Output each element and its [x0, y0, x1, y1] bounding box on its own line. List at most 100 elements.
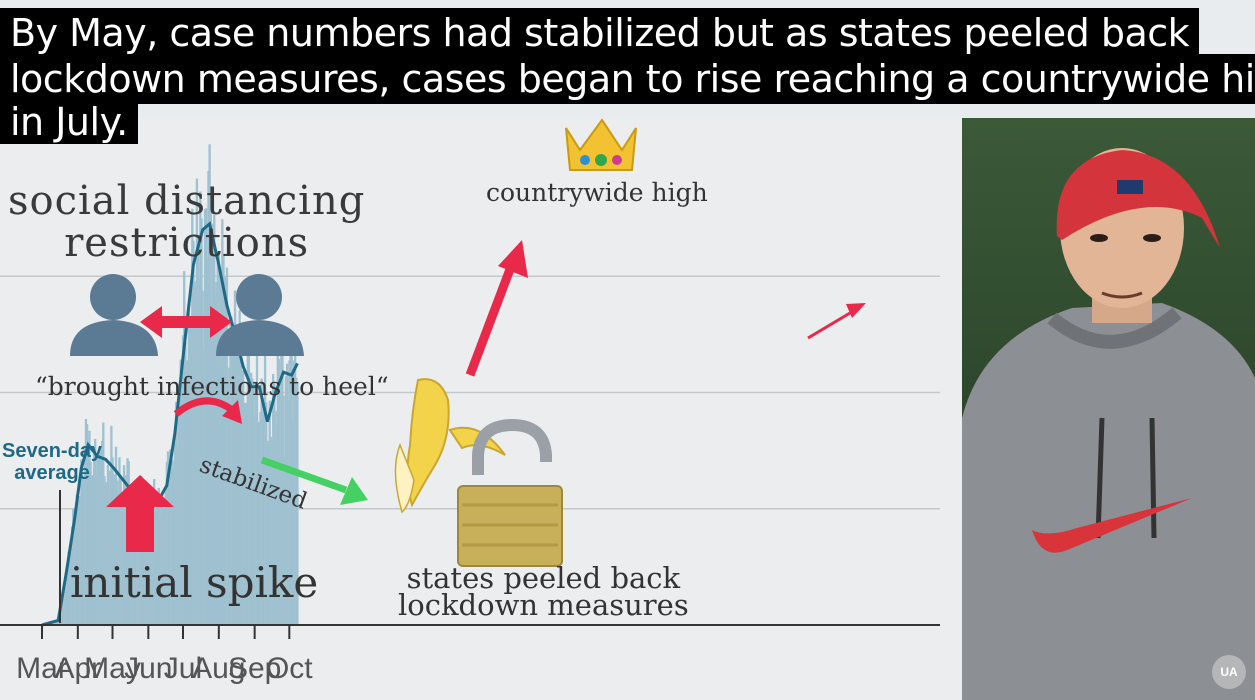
bar-day-218: [292, 360, 296, 625]
bar-day-88: [142, 499, 145, 625]
bar-day-167: [233, 290, 237, 625]
bar-day-131: [192, 240, 195, 625]
bar-day-183: [252, 381, 255, 625]
bar-day-201: [273, 383, 276, 625]
caption-line-2: lockdown measures, cases began to rise r…: [0, 54, 1255, 104]
bar-day-173: [240, 402, 244, 625]
bar-day-19: [62, 584, 66, 625]
avg-line-2: average: [14, 462, 90, 484]
bar-day-50: [98, 447, 101, 625]
bar-day-95: [150, 504, 153, 625]
bar-day-113: [171, 460, 174, 625]
bar-day-72: [124, 475, 127, 625]
bar-day-196: [267, 447, 270, 625]
bar-day-137: [199, 191, 202, 625]
bar-day-132: [193, 281, 196, 625]
bar-day-220: [295, 377, 298, 625]
x-tick-label-oct: Oct: [265, 652, 313, 685]
bar-day-35: [81, 488, 84, 625]
bar-day-109: [166, 451, 170, 625]
bar-day-104: [161, 492, 164, 625]
bar-day-37: [83, 445, 86, 625]
caption-line-3: in July.: [0, 100, 138, 144]
bar-day-130: [191, 208, 194, 625]
bar-day-46: [94, 438, 97, 625]
bar-day-126: [186, 360, 189, 625]
bar-day-174: [241, 370, 245, 625]
bar-day-198: [269, 436, 273, 625]
case-chart: [0, 118, 940, 639]
bar-day-96: [151, 500, 155, 625]
bar-day-121: [180, 379, 184, 625]
bar-day-24: [68, 548, 71, 625]
bar-day-77: [129, 523, 133, 625]
bar-day-140: [202, 350, 205, 625]
bar-day-215: [289, 333, 292, 625]
bar-day-210: [283, 457, 286, 625]
bar-day-23: [67, 551, 70, 625]
bar-day-18: [61, 593, 65, 625]
bar-day-182: [251, 378, 254, 625]
bar-day-29: [74, 519, 77, 625]
bar-day-206: [278, 396, 282, 625]
bar-day-114: [172, 468, 175, 625]
bar-day-30: [75, 494, 78, 625]
bar-day-79: [132, 490, 135, 625]
bar-day-68: [119, 477, 122, 625]
bar-day-57: [106, 464, 110, 625]
social-line-2: restrictions: [64, 220, 310, 266]
bar-day-142: [205, 208, 208, 625]
bar-day-92: [147, 524, 150, 625]
bar-day-159: [224, 281, 227, 625]
bar-day-221: [296, 383, 299, 625]
bar-day-116: [174, 401, 178, 625]
bar-day-188: [258, 422, 261, 625]
channel-logo: UA: [1212, 655, 1246, 689]
bar-day-150: [214, 296, 217, 625]
bar-day-58: [107, 489, 111, 625]
x-tick-label-mar: Mar: [16, 652, 68, 685]
bar-day-143: [206, 258, 209, 625]
bar-day-21: [65, 590, 68, 625]
bar-day-97: [153, 479, 156, 625]
bar-day-176: [244, 409, 247, 625]
bar-day-164: [230, 316, 233, 625]
bar-day-119: [178, 394, 181, 625]
bar-day-62: [112, 474, 115, 625]
bar-day-41: [88, 430, 91, 625]
bar-day-85: [139, 491, 142, 625]
bar-day-107: [164, 490, 167, 625]
two-people-icon: [70, 274, 304, 356]
bar-day-94: [149, 502, 152, 625]
bar-day-118: [177, 417, 180, 625]
quote-label: “brought infections to heel“: [35, 372, 389, 401]
bar-day-63: [113, 476, 117, 625]
bar-day-22: [66, 571, 69, 625]
bar-day-34: [80, 459, 83, 625]
bar-day-108: [165, 461, 169, 625]
bar-day-219: [293, 333, 297, 625]
bar-day-194: [265, 402, 268, 625]
bar-day-186: [255, 355, 259, 625]
bar-day-175: [243, 403, 246, 625]
bar-day-55: [104, 483, 107, 625]
bar-day-200: [272, 373, 275, 625]
bar-day-40: [87, 453, 90, 625]
bar-day-43: [90, 475, 93, 625]
bar-day-81: [134, 498, 137, 625]
bar-day-192: [262, 398, 266, 625]
bar-day-49: [97, 451, 100, 625]
bar-day-100: [156, 491, 159, 625]
x-axis-ticks: [41, 625, 291, 639]
bar-day-87: [141, 496, 144, 625]
bar-day-14: [57, 621, 60, 625]
bar-day-67: [118, 457, 121, 625]
x-tick-label-jun: Jun: [124, 652, 173, 685]
x-tick-label-apr: Apr: [54, 652, 102, 685]
bar-day-90: [144, 497, 148, 625]
bar-day-211: [284, 376, 288, 625]
social-distancing-label: social distancing restrictions: [8, 180, 365, 264]
bar-day-91: [146, 541, 149, 625]
bar-day-13: [55, 620, 59, 625]
bar-day-146: [209, 200, 212, 625]
